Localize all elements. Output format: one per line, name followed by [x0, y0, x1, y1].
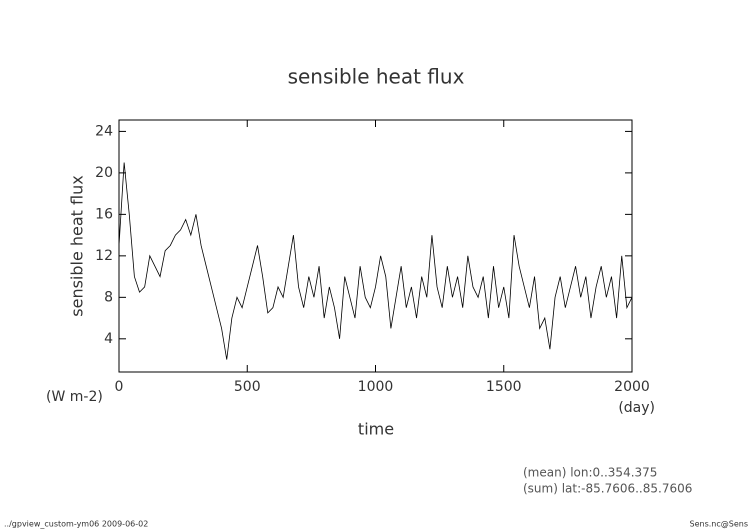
- x-axis-label: time: [358, 420, 394, 439]
- x-tick-label: 2000: [614, 379, 650, 395]
- x-tick-label: 500: [234, 379, 261, 395]
- x-tick-label: 1000: [358, 379, 394, 395]
- data-line: [118, 162, 633, 360]
- y-axis-label: sensible heat flux: [68, 175, 87, 316]
- note: (sum) lat:-85.7606..85.7606: [523, 482, 692, 496]
- y-tick-label: 8: [104, 289, 113, 305]
- y-tick-label: 24: [95, 123, 113, 139]
- footer: Sens.nc@Sens: [690, 520, 749, 529]
- y-tick-label: 4: [104, 331, 113, 347]
- y-tick-label: 20: [95, 165, 113, 181]
- x-tick-label: 0: [115, 379, 124, 395]
- y-tick-label: 12: [95, 248, 113, 264]
- y-tick-label: 16: [95, 206, 113, 222]
- note: (mean) lon:0..354.375: [523, 466, 657, 480]
- x-tick-label: 1500: [486, 379, 522, 395]
- y-unit: (W m-2): [46, 389, 103, 405]
- x-unit: (day): [618, 400, 655, 416]
- footer: ../gpview_custom-ym06 2009-06-02: [4, 520, 148, 529]
- plot-frame: [118, 119, 633, 373]
- chart-title: sensible heat flux: [288, 65, 465, 89]
